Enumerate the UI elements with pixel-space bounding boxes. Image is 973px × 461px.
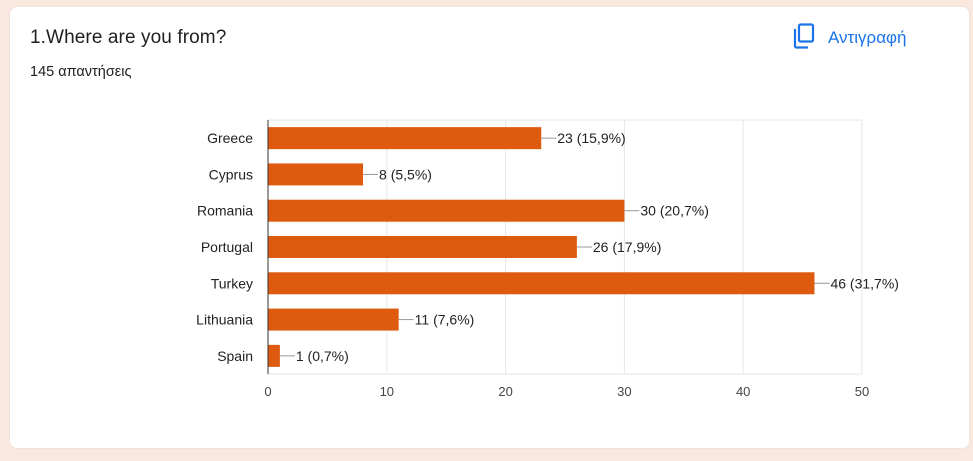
x-tick-label: 20 — [498, 384, 512, 399]
bar — [268, 163, 364, 186]
question-title: 1.Where are you from? — [30, 27, 227, 48]
tick-labels: 0 10 20 30 40 50 — [264, 384, 869, 399]
x-tick-label: 30 — [617, 384, 631, 399]
data-label: 23 (15,9%) — [557, 130, 625, 146]
category-label: Lithuania — [196, 312, 253, 328]
bar — [268, 127, 542, 150]
leader-lines — [279, 137, 830, 357]
category-label: Spain — [217, 348, 253, 364]
data-label: 30 (20,7%) — [640, 203, 708, 219]
x-tick-label: 0 — [264, 384, 271, 399]
x-tick-label: 50 — [855, 384, 869, 399]
bar — [268, 344, 280, 367]
data-labels: 23 (15,9%) 8 (5,5%) 30 (20,7%) 26 (17,9%) 46… — [296, 130, 899, 364]
category-label: Romania — [197, 203, 253, 219]
copy-icon — [793, 22, 828, 54]
x-tick-label: 40 — [736, 384, 750, 399]
category-label: Greece — [207, 130, 253, 146]
bars — [268, 127, 815, 367]
data-label: 46 (31,7%) — [830, 275, 898, 291]
bar — [268, 272, 815, 295]
category-label: Portugal — [201, 239, 253, 255]
data-label: 11 (7,6%) — [415, 312, 475, 328]
category-labels: Greece Cyprus Romania Portugal Turkey Lithuan… — [196, 130, 253, 364]
data-label: 1 (0,7%) — [296, 348, 349, 364]
chart-card — [9, 6, 970, 449]
response-count: 145 απαντήσεις — [30, 64, 132, 80]
x-tick-label: 10 — [380, 384, 394, 399]
data-label: 8 (5,5%) — [379, 166, 432, 182]
bar — [268, 199, 625, 222]
data-label: 26 (17,9%) — [593, 239, 661, 255]
bar — [268, 236, 577, 258]
bar — [268, 308, 399, 331]
category-label: Turkey — [211, 275, 253, 291]
copy-button-label: Αντιγραφή — [828, 28, 907, 47]
category-label: Cyprus — [209, 166, 253, 182]
copy-button[interactable]: Αντιγραφή — [793, 22, 907, 54]
